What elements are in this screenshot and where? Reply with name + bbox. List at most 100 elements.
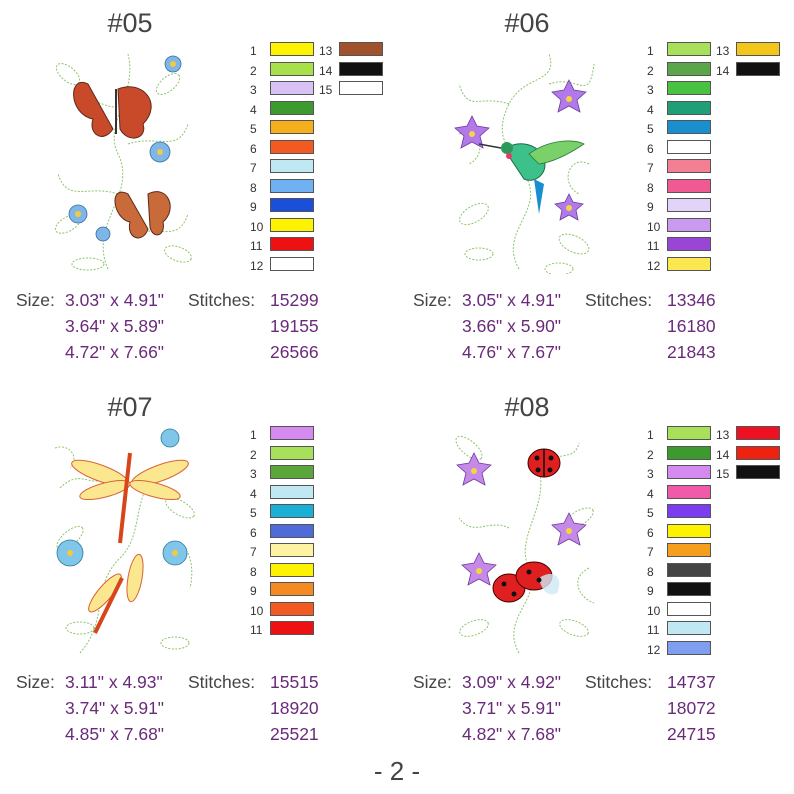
color-box <box>270 139 314 154</box>
stitches-label: Stitches: <box>585 672 653 692</box>
design-preview-image <box>50 428 200 658</box>
color-swatch: 13 <box>716 426 794 444</box>
color-box <box>667 640 711 655</box>
color-box <box>270 237 314 251</box>
color-number: 4 <box>250 486 257 501</box>
color-swatch: 6 <box>647 523 732 542</box>
color-box <box>270 81 314 95</box>
color-box <box>736 61 780 76</box>
color-box <box>270 504 314 518</box>
design-block-08: #08 <box>397 384 794 781</box>
color-swatch: 1 <box>647 42 732 60</box>
color-box <box>270 621 314 635</box>
color-number: 1 <box>647 44 654 58</box>
color-number: 3 <box>250 467 257 481</box>
color-number: 9 <box>250 584 257 598</box>
color-number: 7 <box>250 161 257 175</box>
color-box <box>270 562 314 577</box>
color-number: 11 <box>250 239 263 253</box>
color-box <box>736 42 780 56</box>
color-swatch: 14 <box>716 445 794 464</box>
color-swatch: 7 <box>250 159 335 177</box>
design-preview-image <box>48 44 198 274</box>
color-number: 13 <box>319 44 333 58</box>
color-box <box>667 61 711 76</box>
color-swatch: 2 <box>647 61 732 80</box>
color-number: 12 <box>647 642 661 657</box>
design-title: #05 <box>107 8 153 38</box>
color-box <box>667 81 711 95</box>
size-value: 4.72" x 7.66" <box>65 342 165 362</box>
color-swatch: 11 <box>647 237 732 255</box>
color-swatch: 8 <box>250 178 335 197</box>
color-number: 5 <box>250 506 257 520</box>
color-box <box>270 601 314 616</box>
color-box <box>270 61 314 76</box>
color-swatch: 11 <box>250 621 335 639</box>
color-swatch: 1 <box>250 42 335 60</box>
color-number: 4 <box>647 486 654 501</box>
color-number: 11 <box>250 623 263 637</box>
color-swatch: 7 <box>647 159 732 177</box>
color-swatch: 4 <box>647 484 732 503</box>
size-value: 3.05" x 4.91" <box>462 290 562 310</box>
color-swatch: 6 <box>250 139 335 158</box>
design-title: #06 <box>504 8 550 38</box>
color-swatch: 12 <box>250 256 335 275</box>
color-number: 4 <box>647 102 654 117</box>
color-swatch: 8 <box>647 562 732 581</box>
design-preview-image <box>449 44 599 274</box>
color-box <box>270 582 314 596</box>
color-swatch: 4 <box>647 100 732 119</box>
color-swatch: 10 <box>250 217 335 236</box>
color-swatch: 3 <box>647 465 732 483</box>
size-value: 3.71" x 5.91" <box>462 698 562 718</box>
color-box <box>339 61 383 76</box>
color-swatch: 15 <box>319 81 404 99</box>
color-box <box>667 465 711 479</box>
color-swatch: 2 <box>647 445 732 464</box>
color-number: 2 <box>647 447 654 462</box>
size-value: 3.09" x 4.92" <box>462 672 562 692</box>
stitch-count: 24715 <box>667 724 716 744</box>
color-box <box>270 445 314 460</box>
color-number: 12 <box>647 258 661 273</box>
color-number: 6 <box>250 141 257 156</box>
color-box <box>339 42 383 56</box>
ladybug-flowers-embroidery-icon <box>455 435 595 654</box>
color-number: 1 <box>647 428 654 442</box>
size-label: Size: <box>16 672 55 692</box>
color-box <box>270 217 314 232</box>
color-swatch: 10 <box>250 601 335 620</box>
color-number: 11 <box>647 623 660 637</box>
design-title: #07 <box>107 392 153 422</box>
color-box <box>270 426 314 440</box>
color-number: 2 <box>250 63 257 78</box>
color-swatch: 4 <box>250 484 335 503</box>
color-swatch: 4 <box>250 100 335 119</box>
size-value: 3.64" x 5.89" <box>65 316 165 336</box>
color-number: 2 <box>250 447 257 462</box>
color-swatch: 14 <box>319 61 404 80</box>
color-swatch: 11 <box>647 621 732 639</box>
color-box <box>667 178 711 193</box>
color-swatch: 13 <box>319 42 404 60</box>
color-swatch: 9 <box>647 198 732 216</box>
size-label: Size: <box>413 672 452 692</box>
color-swatch: 9 <box>647 582 732 600</box>
color-number: 13 <box>716 44 730 58</box>
stitch-count: 16180 <box>667 316 716 336</box>
color-number: 9 <box>647 584 654 598</box>
design-title: #08 <box>504 392 550 422</box>
stitch-count: 14737 <box>667 672 716 692</box>
hummingbird-flowers-embroidery-icon <box>454 53 595 274</box>
butterfly-flowers-embroidery-icon <box>54 53 192 271</box>
color-number: 7 <box>250 545 257 559</box>
color-swatch: 7 <box>647 543 732 561</box>
color-box <box>270 523 314 538</box>
color-number: 13 <box>716 428 730 442</box>
stitch-count: 13346 <box>667 290 716 310</box>
color-number: 6 <box>647 525 654 540</box>
design-block-07: #07 <box>0 384 397 781</box>
color-number: 5 <box>647 506 654 520</box>
